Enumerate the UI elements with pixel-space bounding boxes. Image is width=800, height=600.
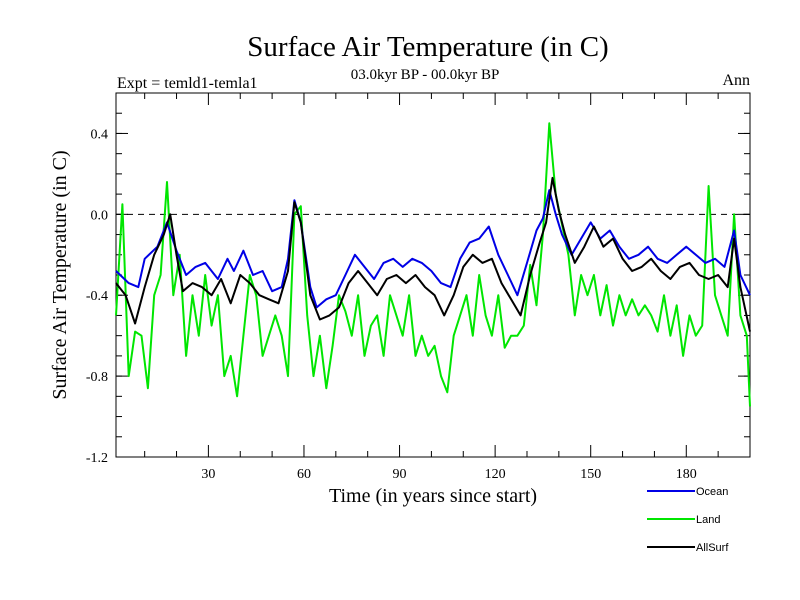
axis-ticks: -1.2 -0.8 -0.4 0.0 0.4 30 60 90 120 150 180 bbox=[86, 92, 750, 482]
experiment-label: Expt = temld1-temla1 bbox=[117, 75, 258, 92]
season-label: Ann bbox=[722, 72, 750, 89]
series-lines bbox=[115, 122, 751, 407]
chart-title: Surface Air Temperature (in C) bbox=[247, 31, 608, 63]
series-line-allsurf bbox=[115, 176, 751, 332]
x-tick-label: 60 bbox=[297, 467, 311, 482]
y-tick-label: 0.4 bbox=[91, 127, 109, 142]
y-tick-label: -1.2 bbox=[86, 451, 108, 466]
x-tick-label: 180 bbox=[676, 467, 697, 482]
series-line-ocean bbox=[115, 189, 751, 309]
y-tick-label: -0.4 bbox=[86, 289, 108, 304]
plot-area bbox=[115, 92, 751, 458]
series-line-land bbox=[115, 122, 751, 407]
y-tick-label: 0.0 bbox=[91, 208, 109, 223]
y-tick-label: -0.8 bbox=[86, 370, 108, 385]
x-tick-label: 30 bbox=[201, 467, 215, 482]
x-axis-label: Time (in years since start) bbox=[329, 485, 537, 507]
chart-subtitle: 03.0kyr BP - 00.0kyr BP bbox=[351, 67, 500, 83]
plot-frame bbox=[115, 92, 751, 458]
x-tick-label: 150 bbox=[580, 467, 601, 482]
y-axis-label: Surface Air Temperature (in C) bbox=[49, 150, 71, 399]
legend: Ocean Land AllSurf bbox=[647, 486, 729, 554]
legend-label-ocean: Ocean bbox=[696, 486, 728, 498]
legend-label-allsurf: AllSurf bbox=[696, 542, 729, 554]
legend-label-land: Land bbox=[696, 514, 720, 526]
x-tick-label: 90 bbox=[393, 467, 407, 482]
x-tick-label: 120 bbox=[485, 467, 506, 482]
